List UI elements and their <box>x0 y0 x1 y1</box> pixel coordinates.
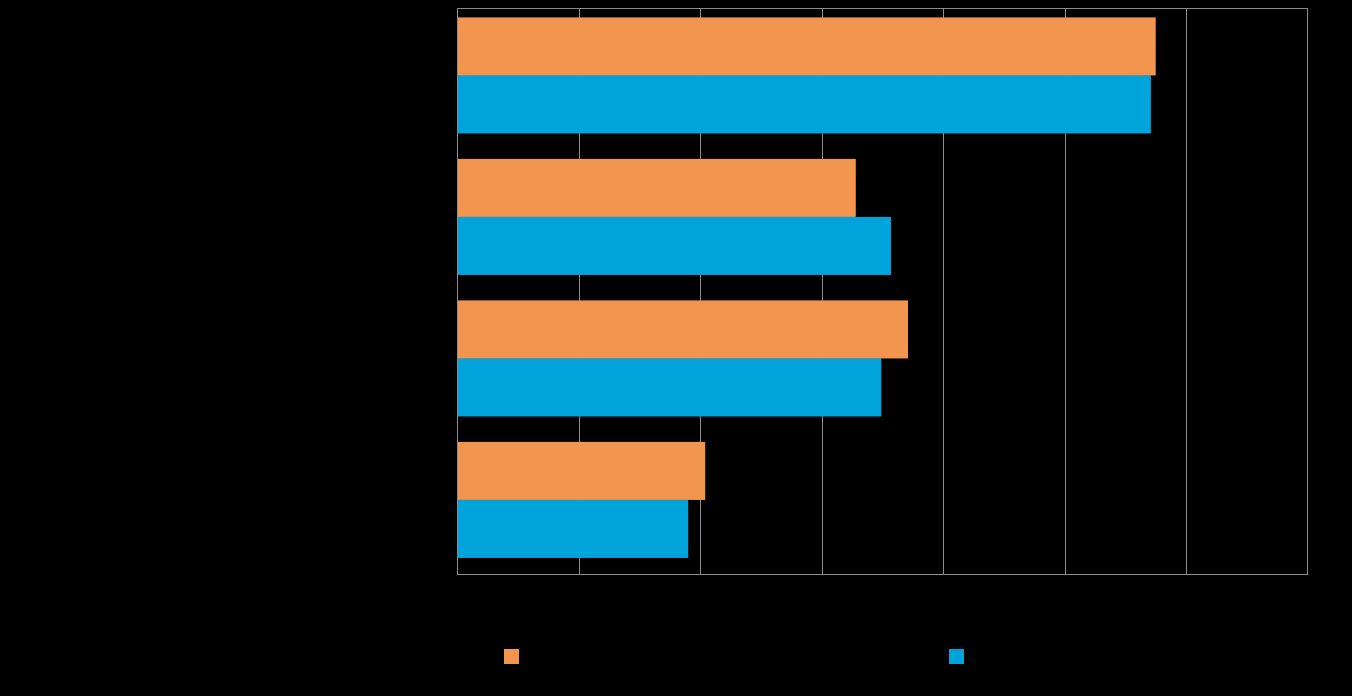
legend-swatch-series-2 <box>949 649 964 664</box>
bar-series-2-category-4 <box>457 499 689 558</box>
bar-series-1-category-4 <box>457 441 706 500</box>
bar-series-2-category-1 <box>457 75 1151 134</box>
legend <box>504 649 964 664</box>
bar-series-1-category-2 <box>457 158 856 217</box>
bar-series-2-category-3 <box>457 358 882 417</box>
bar-series-1-category-3 <box>457 300 908 359</box>
plot-area-frame <box>457 8 1308 575</box>
legend-swatch-series-1 <box>504 649 519 664</box>
bar-series-1-category-1 <box>457 17 1156 76</box>
bar-series-2-category-2 <box>457 216 891 275</box>
bars <box>457 17 1156 558</box>
